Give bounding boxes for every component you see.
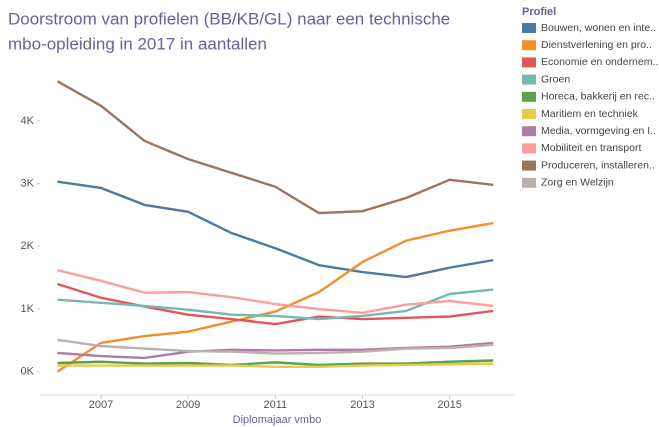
series-line [57,362,494,368]
legend-swatch [522,109,536,119]
legend-label: Mobiliteit en transport [541,142,641,154]
legend-swatch [522,126,536,137]
legend-label: Media, vormgeving en I.. [541,125,656,137]
legend-label: Bouwen, wonen en inte.. [541,22,656,34]
y-tick-label: 0K [21,366,35,378]
series-line [57,359,494,367]
legend-label: Produceren, installeren.. [541,159,655,171]
legend-swatch [522,57,536,68]
series-line [56,80,494,215]
legend-swatch [522,160,536,171]
legend-label: Groen [541,73,570,85]
y-tick-label: 4K [21,115,35,127]
y-tick-label: 2K [21,240,35,252]
x-tick-label: 2015 [437,399,461,411]
series-line [57,288,494,321]
y-tick-label: 1K [21,303,35,315]
x-tick-label: 2007 [89,399,113,411]
legend-swatch [522,143,536,154]
series-line [57,341,494,360]
series-line [57,180,494,279]
chart-title: mbo-opleiding in 2017 in aantallen [8,34,267,53]
series-line [57,282,494,326]
legend-swatch [522,23,536,33]
series-line [57,268,494,315]
y-tick-label: 3K [21,177,35,189]
legend-label: Horeca, bakkerij en rec.. [541,91,655,103]
legend-swatch [522,74,536,85]
x-tick-label: 2011 [263,399,287,411]
series-line [56,221,494,373]
legend-label: Dienstverlening en pro.. [541,39,652,51]
x-tick-label: 2013 [350,399,374,411]
x-tick-label: 2009 [176,399,200,411]
legend-swatch [522,91,536,102]
legend-label: Maritiem en techniek [541,108,639,120]
legend-swatch [522,40,536,51]
chart-title: Doorstroom van profielen (BB/KB/GL) naar… [8,9,450,28]
series-line [57,338,494,355]
legend-title: Profiel [522,6,556,18]
x-axis-label: Diplomajaar vmbo [233,414,322,426]
legend-label: Zorg en Welzijn [541,177,614,189]
legend-label: Economie en ondernem.. [541,56,658,68]
legend-swatch [522,177,536,188]
